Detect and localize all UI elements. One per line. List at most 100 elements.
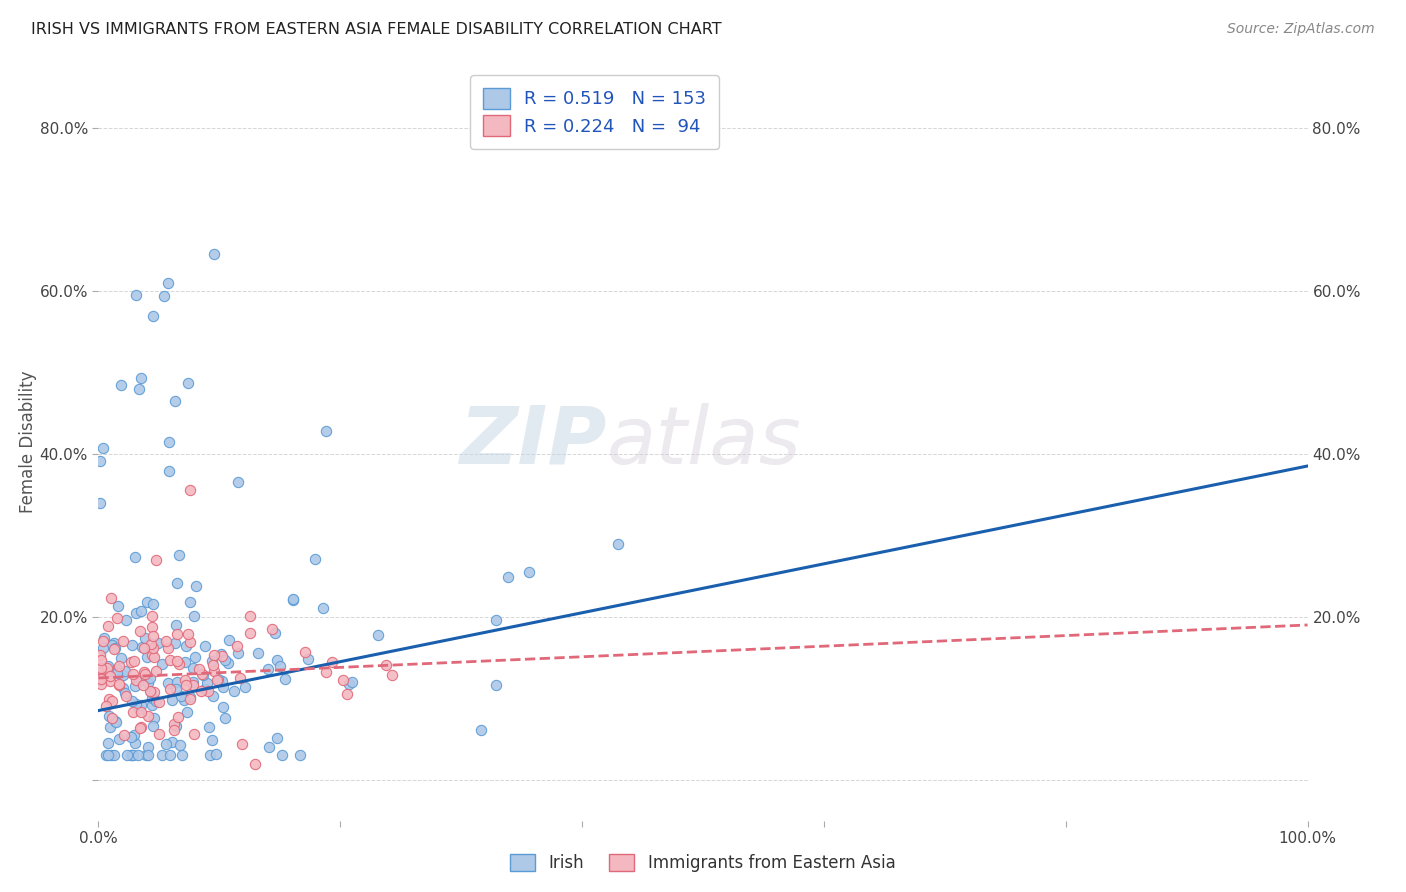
Point: [176, 705, 198, 719]
Point: [100, 748, 122, 763]
Point: [135, 595, 157, 609]
Point: [90, 672, 112, 686]
Point: [274, 672, 297, 686]
Point: [103, 748, 125, 763]
Point: [129, 698, 152, 712]
Point: [174, 678, 197, 692]
Point: [112, 681, 135, 696]
Point: [201, 657, 224, 672]
Point: [143, 711, 166, 725]
Point: [129, 371, 152, 385]
Point: [148, 727, 170, 741]
Point: [214, 653, 236, 667]
Point: [256, 662, 278, 676]
Point: [150, 657, 173, 672]
Point: [129, 604, 152, 618]
Point: [146, 636, 169, 650]
Point: [184, 579, 207, 593]
Point: [141, 719, 163, 733]
Point: [110, 650, 132, 665]
Point: [217, 656, 239, 670]
Point: [139, 637, 162, 651]
Point: [166, 674, 188, 689]
Point: [194, 681, 217, 696]
Point: [114, 664, 136, 678]
Point: [98, 692, 121, 706]
Point: [264, 625, 287, 640]
Point: [266, 653, 288, 667]
Point: [141, 620, 163, 634]
Point: [98, 720, 121, 734]
Point: [91, 633, 114, 648]
Point: [179, 692, 201, 706]
Point: [104, 714, 127, 728]
Point: [136, 739, 159, 754]
Point: [270, 748, 292, 763]
Point: [188, 662, 211, 676]
Point: [107, 677, 129, 691]
Point: [141, 630, 163, 644]
Point: [212, 680, 235, 694]
Point: [194, 639, 217, 653]
Point: [485, 613, 508, 627]
Point: [205, 747, 228, 761]
Point: [141, 609, 163, 624]
Text: IRISH VS IMMIGRANTS FROM EASTERN ASIA FEMALE DISABILITY CORRELATION CHART: IRISH VS IMMIGRANTS FROM EASTERN ASIA FE…: [31, 22, 721, 37]
Point: [262, 622, 284, 636]
Point: [96, 661, 118, 675]
Point: [129, 705, 152, 719]
Point: [202, 247, 225, 261]
Point: [135, 748, 157, 763]
Point: [91, 641, 114, 656]
Point: [142, 649, 165, 664]
Point: [129, 720, 152, 734]
Point: [90, 671, 112, 685]
Point: [132, 678, 155, 692]
Point: [90, 665, 112, 679]
Point: [105, 662, 128, 676]
Point: [202, 664, 225, 678]
Point: [128, 624, 150, 638]
Point: [103, 636, 125, 650]
Point: [128, 382, 150, 396]
Point: [101, 638, 124, 652]
Point: [121, 667, 143, 681]
Point: [246, 646, 269, 660]
Point: [165, 636, 187, 650]
Point: [114, 686, 136, 700]
Point: [163, 723, 186, 737]
Point: [120, 730, 142, 744]
Point: [381, 668, 404, 682]
Point: [131, 640, 153, 655]
Point: [121, 638, 143, 652]
Text: ZIP: ZIP: [458, 402, 606, 481]
Point: [201, 654, 224, 668]
Point: [136, 748, 159, 763]
Point: [312, 601, 335, 615]
Point: [90, 677, 112, 691]
Point: [124, 288, 146, 302]
Point: [166, 627, 188, 641]
Point: [97, 748, 120, 763]
Point: [132, 665, 155, 680]
Point: [148, 695, 170, 709]
Point: [105, 611, 128, 625]
Point: [108, 678, 131, 692]
Point: [167, 548, 190, 562]
Point: [159, 653, 181, 667]
Point: [121, 694, 143, 708]
Point: [259, 739, 281, 754]
Point: [167, 710, 190, 724]
Point: [141, 698, 163, 713]
Point: [174, 639, 197, 653]
Point: [141, 648, 163, 662]
Point: [607, 537, 630, 551]
Point: [198, 748, 221, 763]
Point: [124, 736, 146, 750]
Point: [97, 736, 120, 750]
Point: [231, 737, 253, 751]
Point: [165, 617, 187, 632]
Point: [143, 685, 166, 699]
Point: [321, 656, 343, 670]
Point: [96, 699, 118, 714]
